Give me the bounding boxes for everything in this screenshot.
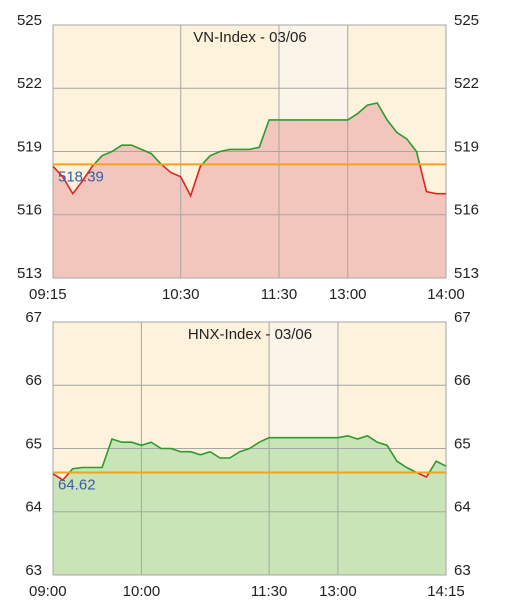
y-tick-label: 522 [17, 75, 42, 92]
y2-tick-label: 64 [454, 499, 471, 516]
y2-tick-label: 519 [454, 138, 479, 155]
line-above [68, 434, 447, 473]
y-tick-label: 65 [25, 435, 42, 452]
y2-tick-label: 63 [454, 562, 471, 579]
area [53, 435, 446, 575]
x-tick-label: 13:00 [329, 286, 367, 303]
y2-tick-label: 516 [454, 202, 479, 219]
y-tick-label: 66 [25, 372, 42, 389]
x-tick-label: 09:15 [29, 286, 67, 303]
y-tick-label: 513 [17, 265, 42, 282]
x-tick-label: 13:00 [319, 583, 357, 600]
y-tick-label: 67 [25, 309, 42, 326]
plot-border [52, 24, 447, 279]
y2-tick-label: 67 [454, 309, 471, 326]
y-tick-label: 519 [17, 138, 42, 155]
y-tick-label: 525 [17, 12, 42, 29]
x-tick-label: 10:00 [123, 583, 161, 600]
y2-tick-label: 513 [454, 265, 479, 282]
x-tick-label: 14:15 [427, 583, 465, 600]
x-tick-label: 14:00 [427, 286, 465, 303]
x-tick-label: 10:30 [162, 286, 200, 303]
chart-title: VN-Index - 03/06 [193, 29, 306, 46]
x-tick-label: 09:00 [29, 583, 67, 600]
reference-label: 64.62 [58, 477, 96, 494]
x-tick-label: 11:30 [251, 583, 287, 600]
y-tick-label: 64 [25, 499, 42, 516]
y-tick-label: 516 [17, 202, 42, 219]
line-above [93, 102, 421, 165]
reference-label: 518.39 [58, 168, 104, 185]
y2-tick-label: 65 [454, 435, 471, 452]
y2-tick-label: 525 [454, 12, 479, 29]
plot-border [52, 321, 447, 576]
y2-tick-label: 522 [454, 75, 479, 92]
chart-title: HNX-Index - 03/06 [188, 326, 312, 343]
y-tick-label: 63 [25, 562, 42, 579]
x-tick-label: 11:30 [261, 286, 297, 303]
y2-tick-label: 66 [454, 372, 471, 389]
